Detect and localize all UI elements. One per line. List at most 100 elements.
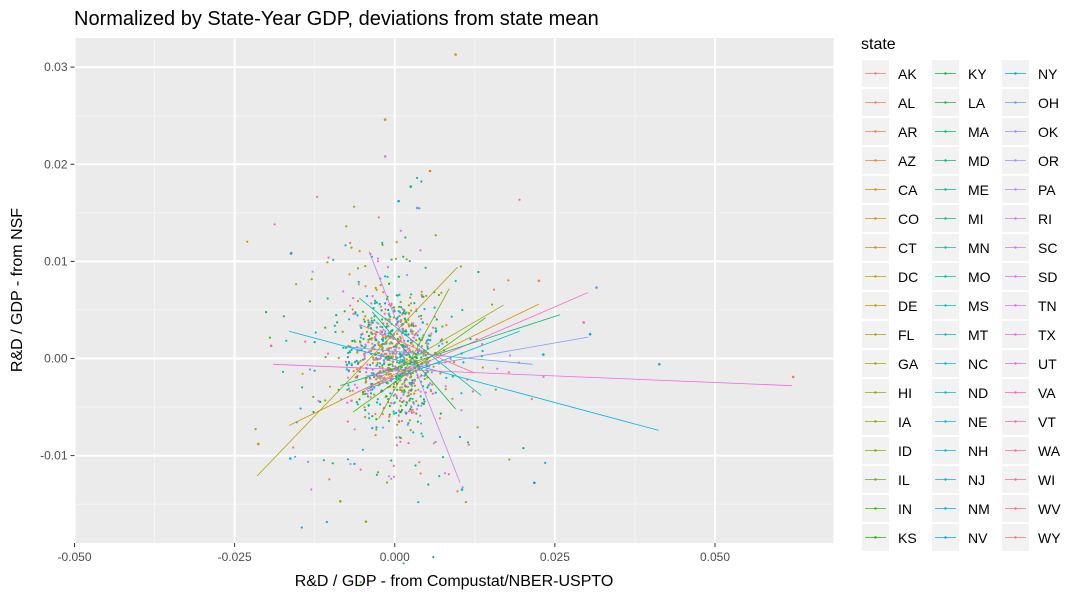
data-point bbox=[395, 345, 398, 348]
data-point bbox=[460, 488, 464, 491]
data-point bbox=[400, 366, 403, 369]
data-point bbox=[392, 360, 395, 364]
data-point bbox=[507, 371, 510, 374]
legend-item-la: LA bbox=[932, 89, 986, 116]
data-point bbox=[403, 379, 406, 382]
data-point bbox=[363, 354, 366, 357]
legend-dot bbox=[1014, 449, 1017, 452]
data-point bbox=[383, 312, 386, 315]
data-point bbox=[364, 520, 368, 523]
legend-dot bbox=[874, 362, 877, 365]
data-point bbox=[348, 351, 351, 354]
legend-item-vt: VT bbox=[1002, 408, 1056, 435]
data-point bbox=[381, 346, 384, 349]
data-point bbox=[341, 330, 344, 333]
data-point bbox=[408, 389, 411, 392]
data-point bbox=[395, 323, 398, 326]
data-point bbox=[381, 426, 385, 429]
data-point bbox=[326, 261, 329, 264]
data-point bbox=[359, 359, 362, 362]
data-point bbox=[399, 337, 402, 340]
data-point bbox=[401, 344, 404, 347]
legend-label: NM bbox=[968, 501, 990, 517]
data-point bbox=[389, 392, 392, 395]
legend-label: FL bbox=[898, 327, 915, 343]
data-point bbox=[399, 358, 402, 361]
x-tick-label: 0.050 bbox=[700, 550, 730, 564]
data-point bbox=[419, 390, 422, 393]
data-point bbox=[356, 351, 359, 354]
data-point bbox=[394, 355, 397, 358]
data-point bbox=[530, 397, 533, 401]
data-point bbox=[419, 249, 422, 252]
data-point bbox=[317, 399, 320, 402]
legend-label: AZ bbox=[898, 153, 916, 169]
data-point bbox=[388, 314, 391, 317]
data-point bbox=[392, 475, 396, 478]
legend-dot bbox=[944, 130, 947, 133]
legend-item-md: MD bbox=[932, 147, 990, 174]
data-point bbox=[403, 317, 406, 320]
data-point bbox=[439, 372, 442, 375]
legend-dot bbox=[1014, 507, 1017, 510]
data-point bbox=[382, 336, 385, 339]
legend-item-id: ID bbox=[862, 437, 912, 464]
data-point bbox=[310, 278, 313, 281]
legend-label: SD bbox=[1038, 269, 1057, 285]
data-point bbox=[386, 322, 389, 325]
data-point bbox=[434, 234, 437, 237]
x-tick-label: -0.050 bbox=[57, 550, 91, 564]
data-point bbox=[377, 322, 380, 325]
data-point bbox=[382, 354, 385, 357]
data-point bbox=[385, 353, 388, 356]
data-point bbox=[324, 399, 327, 402]
data-point bbox=[349, 462, 352, 466]
data-point bbox=[347, 351, 350, 354]
data-point bbox=[426, 370, 430, 373]
data-point bbox=[360, 344, 363, 347]
data-point bbox=[377, 216, 380, 219]
data-point bbox=[533, 481, 536, 485]
data-point bbox=[353, 428, 356, 431]
data-point bbox=[334, 330, 337, 334]
data-point bbox=[391, 351, 394, 354]
data-point bbox=[431, 392, 434, 395]
data-point bbox=[481, 366, 484, 369]
legend-item-ks: KS bbox=[862, 524, 917, 551]
data-point bbox=[294, 455, 297, 458]
data-point bbox=[407, 422, 410, 425]
data-point bbox=[361, 393, 365, 396]
legend-dot bbox=[1014, 420, 1017, 423]
data-point bbox=[426, 342, 429, 345]
data-point bbox=[363, 355, 366, 359]
legend-label: NJ bbox=[968, 472, 985, 488]
data-point bbox=[347, 369, 350, 372]
data-point bbox=[395, 395, 398, 398]
data-point bbox=[401, 313, 404, 316]
data-point bbox=[395, 332, 399, 335]
x-axis: -0.050 -0.025 0.000 0.025 0.050 bbox=[57, 543, 730, 564]
data-point bbox=[420, 422, 423, 425]
data-point bbox=[382, 328, 385, 331]
data-point bbox=[414, 464, 417, 467]
legend-dot bbox=[874, 478, 877, 481]
legend-dot bbox=[1014, 188, 1017, 191]
legend-item-tn: TN bbox=[1002, 292, 1057, 319]
data-point bbox=[411, 397, 414, 400]
data-point bbox=[367, 403, 370, 407]
data-point bbox=[414, 389, 417, 392]
data-point bbox=[363, 357, 366, 360]
data-point bbox=[397, 199, 400, 203]
data-point bbox=[370, 337, 373, 340]
data-point bbox=[399, 397, 402, 400]
data-point bbox=[413, 302, 416, 305]
data-point bbox=[367, 325, 370, 328]
data-point bbox=[378, 365, 381, 368]
data-point bbox=[394, 353, 397, 356]
legend-dot bbox=[944, 333, 947, 336]
data-point bbox=[408, 347, 411, 350]
data-point bbox=[791, 375, 795, 379]
data-point bbox=[369, 349, 373, 353]
data-point bbox=[458, 435, 461, 439]
